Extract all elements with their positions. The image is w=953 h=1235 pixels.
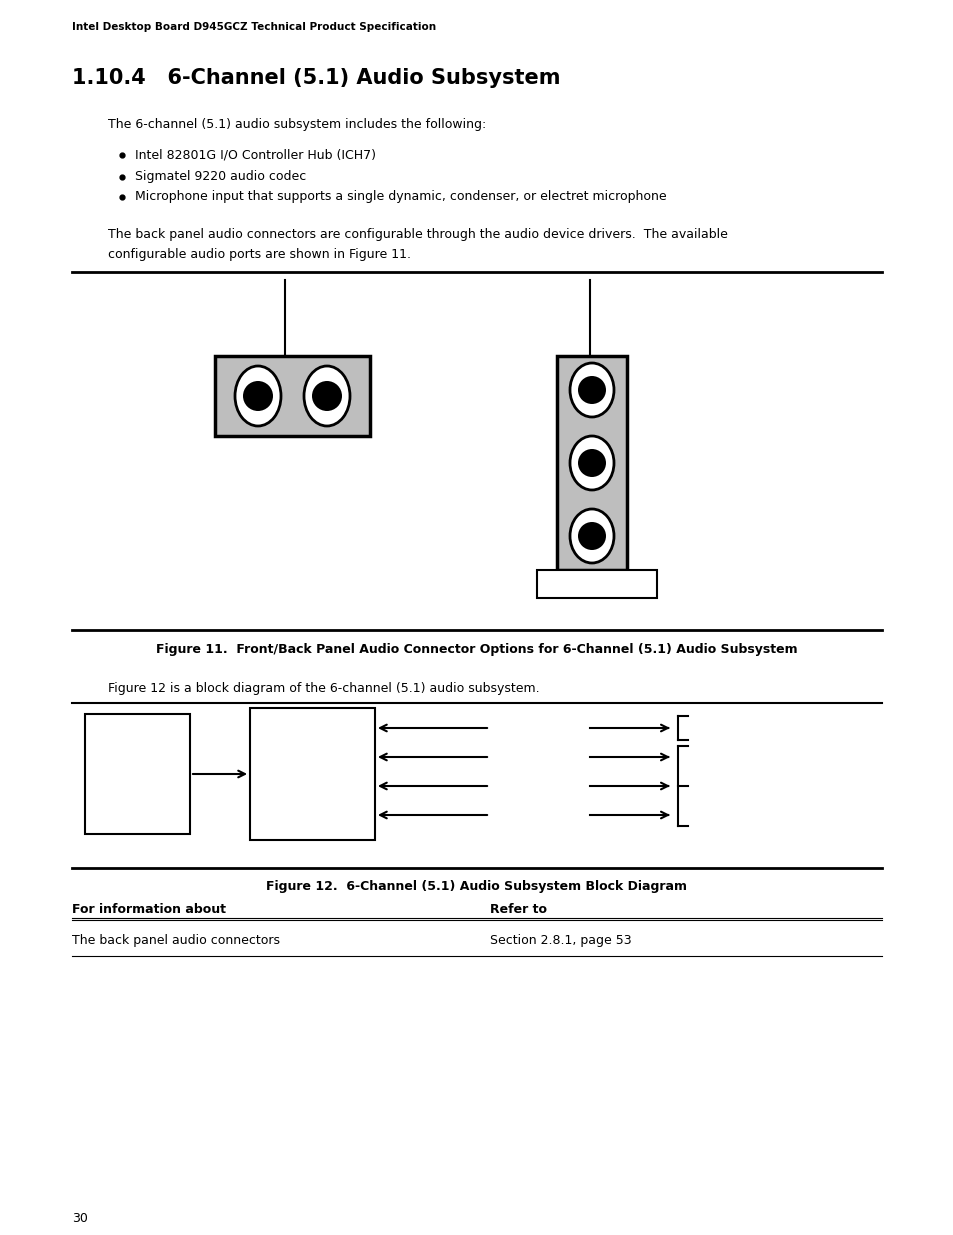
Text: Figure 11.  Front/Back Panel Audio Connector Options for 6-Channel (5.1) Audio S: Figure 11. Front/Back Panel Audio Connec… xyxy=(156,643,797,656)
Circle shape xyxy=(243,382,273,411)
Text: 1.10.4   6-Channel (5.1) Audio Subsystem: 1.10.4 6-Channel (5.1) Audio Subsystem xyxy=(71,68,560,88)
Circle shape xyxy=(312,382,341,411)
Text: Microphone input that supports a single dynamic, condenser, or electret micropho: Microphone input that supports a single … xyxy=(135,190,666,203)
Text: 30: 30 xyxy=(71,1212,88,1225)
Ellipse shape xyxy=(304,366,350,426)
Ellipse shape xyxy=(569,363,614,417)
Text: Intel 82801G I/O Controller Hub (ICH7): Intel 82801G I/O Controller Hub (ICH7) xyxy=(135,148,375,161)
Text: Intel Desktop Board D945GCZ Technical Product Specification: Intel Desktop Board D945GCZ Technical Pr… xyxy=(71,22,436,32)
Bar xyxy=(557,356,626,571)
Bar xyxy=(250,708,375,840)
Ellipse shape xyxy=(569,509,614,563)
Bar xyxy=(85,714,190,834)
Text: Sigmatel 9220 audio codec: Sigmatel 9220 audio codec xyxy=(135,170,306,183)
Circle shape xyxy=(578,375,605,404)
Text: The back panel audio connectors are configurable through the audio device driver: The back panel audio connectors are conf… xyxy=(108,228,727,241)
Text: configurable audio ports are shown in Figure 11.: configurable audio ports are shown in Fi… xyxy=(108,248,411,261)
Text: Section 2.8.1, page 53: Section 2.8.1, page 53 xyxy=(490,934,631,947)
Text: For information about: For information about xyxy=(71,903,226,916)
Text: The 6-channel (5.1) audio subsystem includes the following:: The 6-channel (5.1) audio subsystem incl… xyxy=(108,119,486,131)
Text: The back panel audio connectors: The back panel audio connectors xyxy=(71,934,280,947)
Text: Refer to: Refer to xyxy=(490,903,546,916)
Circle shape xyxy=(578,522,605,550)
Text: Figure 12.  6-Channel (5.1) Audio Subsystem Block Diagram: Figure 12. 6-Channel (5.1) Audio Subsyst… xyxy=(266,881,687,893)
Text: Figure 12 is a block diagram of the 6-channel (5.1) audio subsystem.: Figure 12 is a block diagram of the 6-ch… xyxy=(108,682,539,695)
Circle shape xyxy=(578,450,605,477)
Bar xyxy=(214,356,370,436)
Ellipse shape xyxy=(569,436,614,490)
Ellipse shape xyxy=(234,366,281,426)
Bar xyxy=(537,571,657,598)
